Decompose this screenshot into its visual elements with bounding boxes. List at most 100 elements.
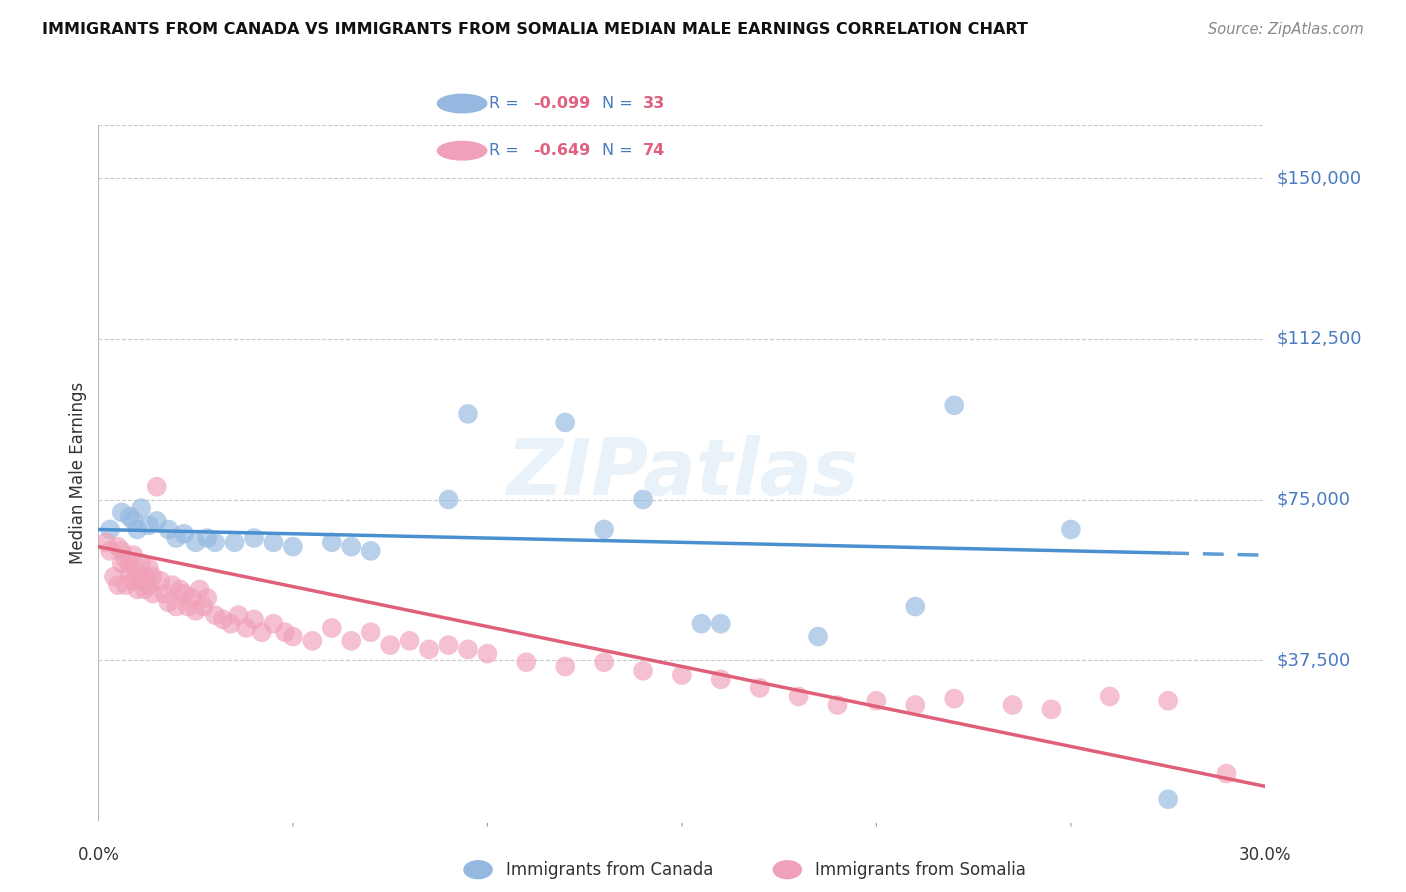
Text: Source: ZipAtlas.com: Source: ZipAtlas.com: [1208, 22, 1364, 37]
Point: [250, 625, 273, 640]
Point: [142, 569, 165, 583]
Point: [593, 523, 616, 537]
Point: [122, 574, 145, 588]
Circle shape: [437, 142, 486, 160]
Point: [593, 655, 616, 669]
Point: [748, 681, 770, 695]
Point: [127, 523, 149, 537]
Point: [162, 578, 184, 592]
Text: -0.649: -0.649: [533, 144, 591, 158]
Text: $75,000: $75,000: [1277, 491, 1351, 508]
Point: [437, 492, 460, 507]
Point: [554, 659, 576, 673]
Point: [690, 616, 713, 631]
Point: [865, 694, 887, 708]
Point: [554, 416, 576, 430]
Point: [262, 535, 284, 549]
Text: 0.0%: 0.0%: [77, 846, 120, 863]
Point: [98, 523, 121, 537]
Point: [157, 523, 180, 537]
Point: [378, 638, 402, 652]
Point: [173, 587, 195, 601]
Point: [153, 587, 176, 601]
Point: [103, 569, 125, 583]
Text: 33: 33: [643, 96, 665, 111]
Point: [340, 540, 363, 554]
Point: [219, 616, 242, 631]
Point: [165, 599, 187, 614]
Point: [631, 492, 654, 507]
Point: [262, 616, 284, 631]
Point: [235, 621, 257, 635]
Point: [301, 633, 323, 648]
Point: [631, 664, 654, 678]
Point: [114, 578, 136, 592]
Point: [224, 535, 246, 549]
Point: [134, 582, 156, 597]
Point: [204, 535, 226, 549]
Point: [127, 566, 149, 580]
Point: [340, 633, 363, 648]
Point: [184, 535, 207, 549]
Point: [671, 668, 693, 682]
Text: R =: R =: [489, 96, 524, 111]
Point: [149, 574, 172, 588]
Text: Immigrants from Somalia: Immigrants from Somalia: [815, 861, 1026, 879]
Point: [787, 690, 810, 704]
Point: [195, 591, 218, 605]
Point: [114, 552, 136, 566]
Point: [1060, 523, 1083, 537]
Y-axis label: Median Male Earnings: Median Male Earnings: [69, 382, 87, 564]
Text: -0.099: -0.099: [533, 96, 591, 111]
Point: [122, 514, 145, 528]
Text: $112,500: $112,500: [1277, 330, 1362, 348]
Point: [243, 612, 266, 626]
Text: ZIPatlas: ZIPatlas: [506, 434, 858, 511]
Point: [437, 638, 460, 652]
Point: [943, 398, 966, 412]
Point: [96, 535, 118, 549]
Point: [710, 616, 733, 631]
Point: [1001, 698, 1024, 712]
Point: [111, 557, 134, 571]
Point: [188, 582, 211, 597]
Point: [193, 599, 215, 614]
Point: [138, 578, 160, 592]
Point: [157, 595, 180, 609]
Point: [111, 544, 134, 558]
Point: [281, 540, 304, 554]
Point: [204, 608, 226, 623]
Point: [173, 526, 195, 541]
Point: [827, 698, 849, 712]
Point: [118, 509, 141, 524]
Point: [118, 566, 141, 580]
Text: 74: 74: [643, 144, 665, 158]
Text: N =: N =: [602, 96, 638, 111]
Text: $150,000: $150,000: [1277, 169, 1361, 187]
Point: [138, 518, 160, 533]
Point: [142, 587, 165, 601]
Point: [943, 691, 966, 706]
Point: [398, 633, 420, 648]
Point: [807, 630, 830, 644]
Point: [710, 673, 733, 687]
Point: [1040, 702, 1063, 716]
Text: $37,500: $37,500: [1277, 651, 1351, 669]
Point: [118, 557, 141, 571]
Point: [274, 625, 297, 640]
Text: 30.0%: 30.0%: [1239, 846, 1292, 863]
Point: [180, 591, 202, 605]
Point: [107, 540, 129, 554]
Point: [127, 582, 149, 597]
Point: [138, 561, 160, 575]
Point: [243, 531, 266, 545]
Point: [904, 599, 927, 614]
Point: [177, 599, 200, 614]
Point: [457, 407, 479, 421]
Point: [281, 630, 304, 644]
Point: [904, 698, 927, 712]
Point: [477, 647, 499, 661]
Point: [146, 514, 169, 528]
Point: [111, 505, 134, 519]
Point: [360, 625, 382, 640]
